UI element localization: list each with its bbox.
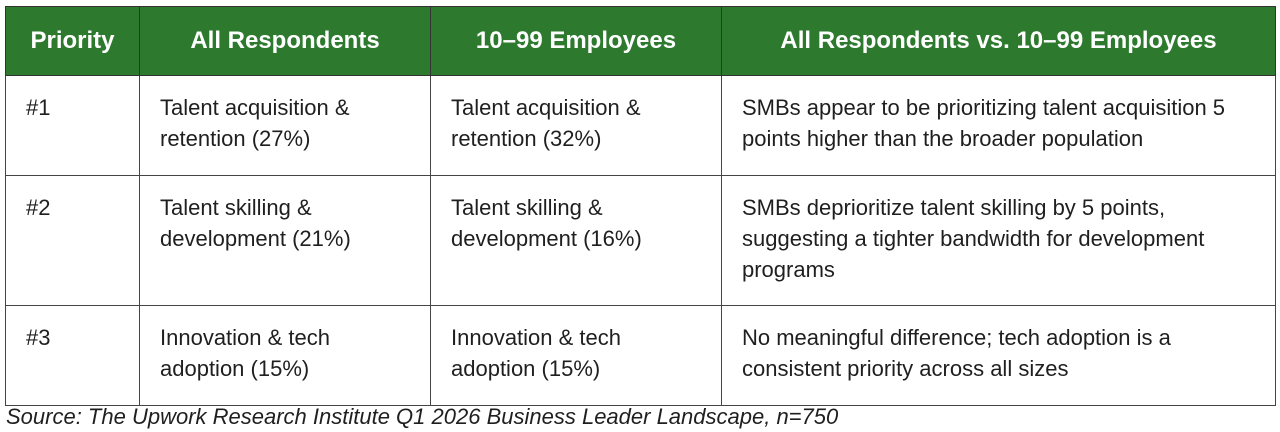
comparison-cell: No meaningful difference; tech adoption … xyxy=(721,305,1276,406)
column-header-comparison: All Respondents vs. 10–99 Employees xyxy=(721,6,1276,76)
table-row: #2 Talent skilling & development (21%) T… xyxy=(5,175,1276,306)
priority-cell: #1 xyxy=(5,75,140,176)
priorities-table: Priority All Respondents 10–99 Employees… xyxy=(5,6,1276,406)
table-row: #1 Talent acquisition & retention (27%) … xyxy=(5,75,1276,176)
all-respondents-cell: Talent skilling & development (21%) xyxy=(139,175,431,306)
table-row: #3 Innovation & tech adoption (15%) Inno… xyxy=(5,305,1276,406)
column-header-10-99-employees: 10–99 Employees xyxy=(430,6,722,76)
employees-10-99-cell: Talent skilling & development (16%) xyxy=(430,175,722,306)
comparison-cell: SMBs appear to be prioritizing talent ac… xyxy=(721,75,1276,176)
source-note: Source: The Upwork Research Institute Q1… xyxy=(6,404,839,429)
priority-cell: #3 xyxy=(5,305,140,406)
all-respondents-cell: Innovation & tech adoption (15%) xyxy=(139,305,431,406)
comparison-cell: SMBs deprioritize talent skilling by 5 p… xyxy=(721,175,1276,306)
all-respondents-cell: Talent acquisition & retention (27%) xyxy=(139,75,431,176)
employees-10-99-cell: Talent acquisition & retention (32%) xyxy=(430,75,722,176)
column-header-all-respondents: All Respondents xyxy=(139,6,431,76)
table-header-row: Priority All Respondents 10–99 Employees… xyxy=(5,6,1276,76)
priority-cell: #2 xyxy=(5,175,140,306)
column-header-priority: Priority xyxy=(5,6,140,76)
employees-10-99-cell: Innovation & tech adoption (15%) xyxy=(430,305,722,406)
priorities-table-container: Priority All Respondents 10–99 Employees… xyxy=(5,6,1276,406)
